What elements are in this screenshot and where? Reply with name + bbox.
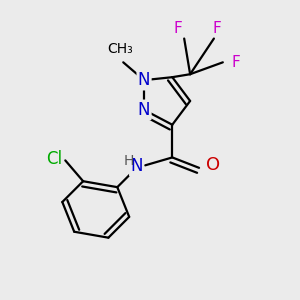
Text: F: F [174,21,183,36]
Text: Cl: Cl [46,150,62,168]
Text: N: N [138,71,150,89]
Text: N: N [130,157,143,175]
Text: O: O [206,156,220,174]
Text: H: H [124,154,134,168]
Text: CH₃: CH₃ [107,42,133,56]
Text: F: F [212,21,221,36]
Text: F: F [232,55,241,70]
Text: N: N [138,101,150,119]
